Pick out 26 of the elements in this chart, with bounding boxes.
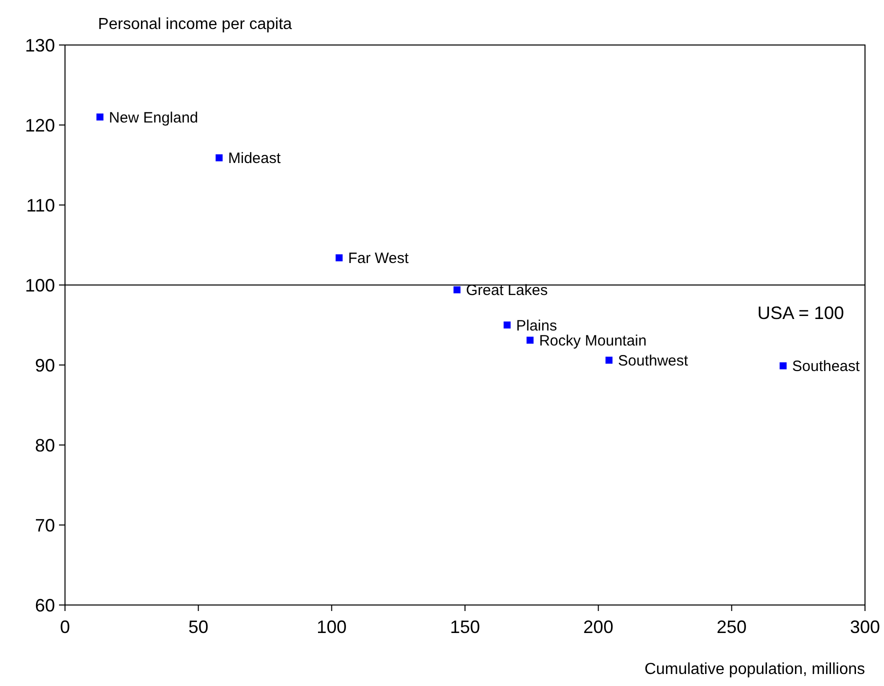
x-tick-label: 0 bbox=[60, 617, 70, 637]
y-tick-label: 90 bbox=[34, 355, 55, 376]
x-tick-label: 250 bbox=[716, 617, 747, 637]
annotation: Southeast bbox=[792, 358, 861, 376]
x-tick-label: 200 bbox=[583, 617, 614, 637]
x-tick-label: 50 bbox=[188, 617, 208, 637]
annotation: Far West bbox=[348, 250, 410, 268]
annotation: Mideast bbox=[228, 150, 282, 168]
y-tick-label: 120 bbox=[24, 115, 55, 136]
x-tick-label: 300 bbox=[850, 617, 880, 637]
x-tick-label: 100 bbox=[316, 617, 347, 637]
y-tick-label: 130 bbox=[24, 35, 55, 56]
annotation: Great Lakes bbox=[466, 282, 548, 300]
y-axis-title: Personal income per capita bbox=[98, 16, 292, 33]
y-tick-label: 80 bbox=[34, 435, 55, 456]
x-axis-title: Cumulative population, millions bbox=[644, 661, 865, 678]
annotation: Rocky Mountain bbox=[539, 332, 647, 350]
annotation: Southwest bbox=[618, 352, 689, 370]
annotation: Plains bbox=[516, 317, 557, 334]
x-tick-label: 150 bbox=[450, 617, 480, 637]
y-tick-label: 110 bbox=[26, 195, 55, 216]
y-tick-label: 100 bbox=[24, 275, 55, 296]
annotation: New England bbox=[108, 109, 198, 126]
y-tick-label: 60 bbox=[34, 595, 55, 616]
y-tick-label: 70 bbox=[34, 515, 55, 536]
ref-line-label: USA = 100 bbox=[757, 303, 844, 323]
